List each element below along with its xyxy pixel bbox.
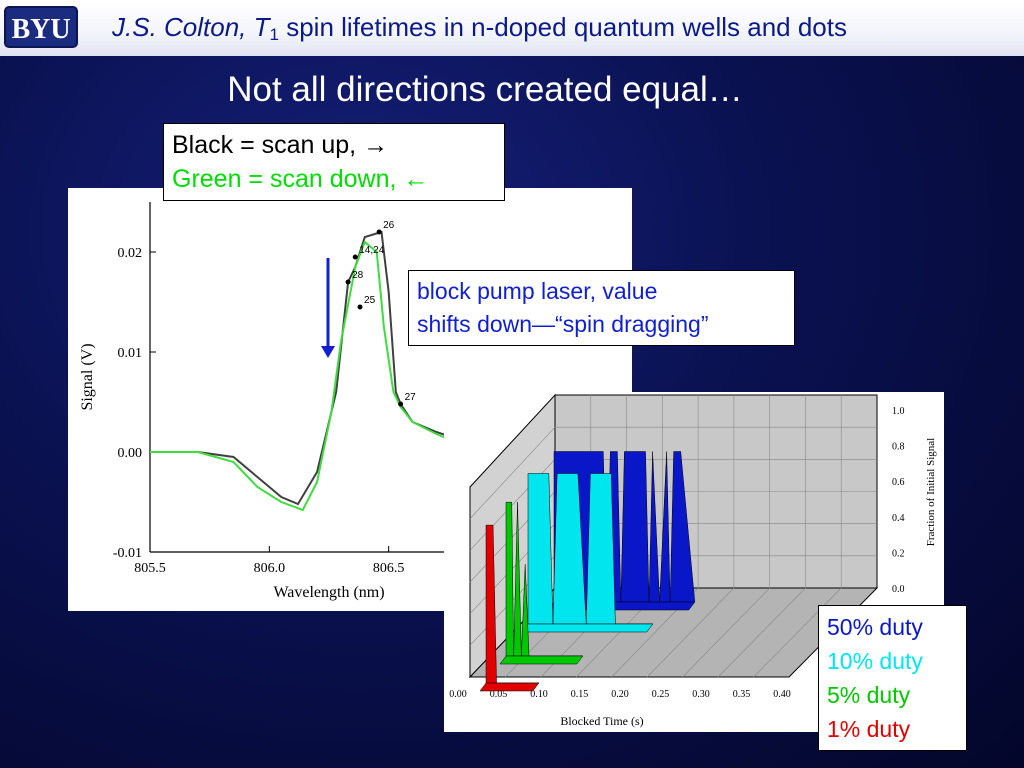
annotation-point (376, 229, 382, 235)
slide-header: BYU J.S. Colton, T1 spin lifetimes in n-… (0, 0, 1024, 56)
annotation-label: 26 (383, 220, 395, 231)
y-tick-label: 0.6 (892, 477, 905, 488)
y-tick-label: 0.0 (892, 584, 905, 595)
annotation-point (398, 401, 404, 407)
logo-text: BYU (11, 14, 70, 45)
x-tick-label: 0.20 (611, 689, 629, 700)
annotation-point (345, 279, 351, 285)
scan-legend-box: Black = scan up, → Green = scan down, ← (163, 123, 505, 201)
byu-logo: BYU (4, 6, 78, 48)
x-axis-label: Wavelength (nm) (273, 584, 384, 601)
slide-title: Not all directions created equal… (227, 70, 743, 109)
scan-down-label: Green = scan down, ← (172, 165, 429, 193)
header-title-rest: spin lifetimes in n-doped quantum wells … (279, 12, 847, 42)
floor-grid (717, 587, 806, 678)
duty-legend-box: 50% duty 10% duty 5% duty 1% duty (818, 605, 967, 751)
x-tick-label: 0.00 (449, 689, 467, 700)
duty-legend-item: 10% duty (827, 648, 923, 674)
duty-legend-item: 1% duty (827, 716, 911, 742)
series-base (499, 655, 584, 665)
x-tick-label: 0.35 (733, 689, 751, 700)
annotation-line1: block pump laser, value (417, 278, 658, 304)
y-axis-label: Signal (V) (79, 343, 96, 410)
floor-grid (682, 587, 770, 678)
spin-dragging-annotation: block pump laser, value shifts down—“spi… (408, 270, 795, 346)
y-tick-label: 1.0 (892, 406, 905, 417)
x-tick-label: 806.0 (254, 561, 285, 576)
x-tick-label: 0.10 (530, 689, 548, 700)
y-tick-label: 0.2 (892, 548, 905, 559)
y-tick-label: 0.02 (118, 246, 143, 261)
annotation-label: 14,24 (359, 245, 384, 256)
annotation-label: 25 (364, 295, 376, 306)
x-tick-label: 0.25 (652, 689, 670, 700)
annotation-point (357, 304, 363, 310)
series-base (521, 623, 654, 633)
scan-up-label: Black = scan up, → (172, 131, 389, 159)
x-tick-label: 0.05 (490, 689, 508, 700)
x-axis-label: Blocked Time (s) (560, 714, 643, 728)
header-title: J.S. Colton, T1 spin lifetimes in n-dope… (112, 12, 847, 45)
header-author: J.S. Colton, (112, 12, 247, 42)
x-tick-label: 0.15 (571, 689, 589, 700)
annotation-label: 28 (352, 270, 364, 281)
floor-grid (647, 587, 735, 678)
y-tick-label: 0.01 (118, 346, 143, 361)
y-tick-label: 0.00 (118, 446, 143, 461)
y-axis-label: Fraction of Initial Signal (925, 438, 937, 546)
blocked-time-chart: 1.0 0.8 0.6 0.4 0.2 0.0 Fraction of Initial Si… (449, 393, 937, 728)
floor-grid (753, 587, 842, 678)
side-grid-h (469, 426, 556, 519)
x-tick-label: 0.30 (692, 689, 710, 700)
duty-legend-item: 5% duty (827, 682, 911, 708)
y-tick-label: -0.01 (113, 546, 142, 561)
x-tick-label: 0.40 (773, 689, 791, 700)
x-tick-label: 805.5 (134, 561, 166, 576)
annotation-label: 27 (405, 392, 417, 403)
x-tick-label: 806.5 (373, 561, 405, 576)
duty-legend-item: 50% duty (827, 614, 923, 640)
header-symbol: T (253, 12, 270, 42)
annotation-line2: shifts down—“spin dragging” (417, 311, 709, 337)
series-base (479, 682, 540, 692)
y-tick-label: 0.4 (892, 513, 905, 524)
drag-arrow-head (321, 346, 335, 358)
annotation-point (352, 254, 358, 260)
y-tick-label: 0.8 (892, 442, 905, 453)
header-symbol-sub: 1 (269, 25, 279, 44)
